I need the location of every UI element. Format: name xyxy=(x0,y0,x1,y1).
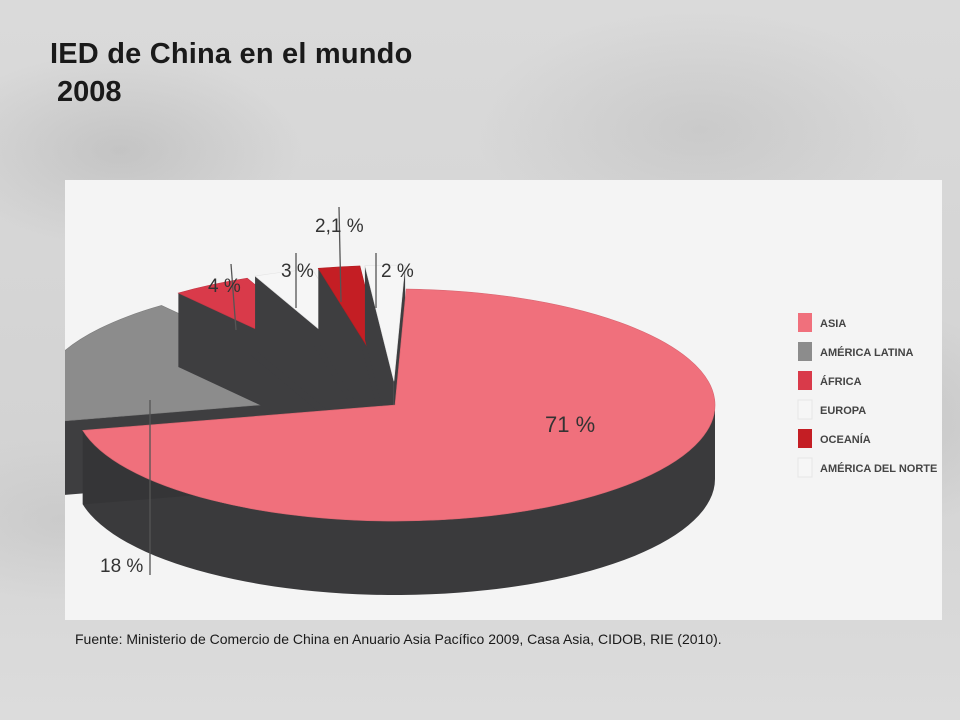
legend-item-america-latina: AMÉRICA LATINA xyxy=(798,342,914,361)
pie-slice-asia xyxy=(82,288,716,595)
legend-swatch-america-del-norte xyxy=(797,457,813,478)
page-title: IED de China en el mundo xyxy=(50,38,413,70)
legend-item-america-del-norte: AMÉRICA DEL NORTE xyxy=(797,457,937,478)
legend-swatch-africa xyxy=(798,371,812,390)
source-note: Fuente: Ministerio de Comercio de China … xyxy=(75,631,722,647)
legend-label-asia: ASIA xyxy=(820,318,846,330)
legend-label-oceania: OCEANÍA xyxy=(820,433,871,446)
legend-label-america-del-norte: AMÉRICA DEL NORTE xyxy=(820,462,937,475)
chart-panel: 71 % 18 % 4 % 3 % 2,1 % 2 % ASIA AMÉRICA LATIN… xyxy=(65,180,942,620)
legend-label-africa: ÁFRICA xyxy=(820,375,862,388)
value-label-america-latina: 18 % xyxy=(100,556,143,577)
legend-swatch-europa xyxy=(797,399,813,420)
legend-label-europa: EUROPA xyxy=(820,405,866,417)
legend-label-america-latina: AMÉRICA LATINA xyxy=(820,346,914,359)
legend-item-asia: ASIA xyxy=(798,313,846,332)
leader-line-oceania xyxy=(338,206,342,303)
legend-swatch-america-latina xyxy=(798,342,812,361)
value-label-america-del-norte: 2 % xyxy=(381,261,414,282)
legend-item-oceania: OCEANÍA xyxy=(798,429,871,448)
legend-swatch-oceania xyxy=(798,429,812,448)
value-label-oceania: 2,1 % xyxy=(315,216,364,237)
page-subtitle: 2008 xyxy=(57,76,122,108)
pie-chart: 71 % 18 % 4 % 3 % 2,1 % 2 % ASIA AMÉRICA LATIN… xyxy=(65,206,937,595)
value-label-europa: 3 % xyxy=(281,261,314,282)
leader-line-africa xyxy=(230,263,237,331)
legend-item-africa: ÁFRICA xyxy=(798,371,862,390)
value-label-africa: 4 % xyxy=(208,276,241,297)
value-label-asia: 71 % xyxy=(545,412,595,437)
legend-swatch-asia xyxy=(798,313,812,332)
legend-item-europa: EUROPA xyxy=(797,399,866,420)
